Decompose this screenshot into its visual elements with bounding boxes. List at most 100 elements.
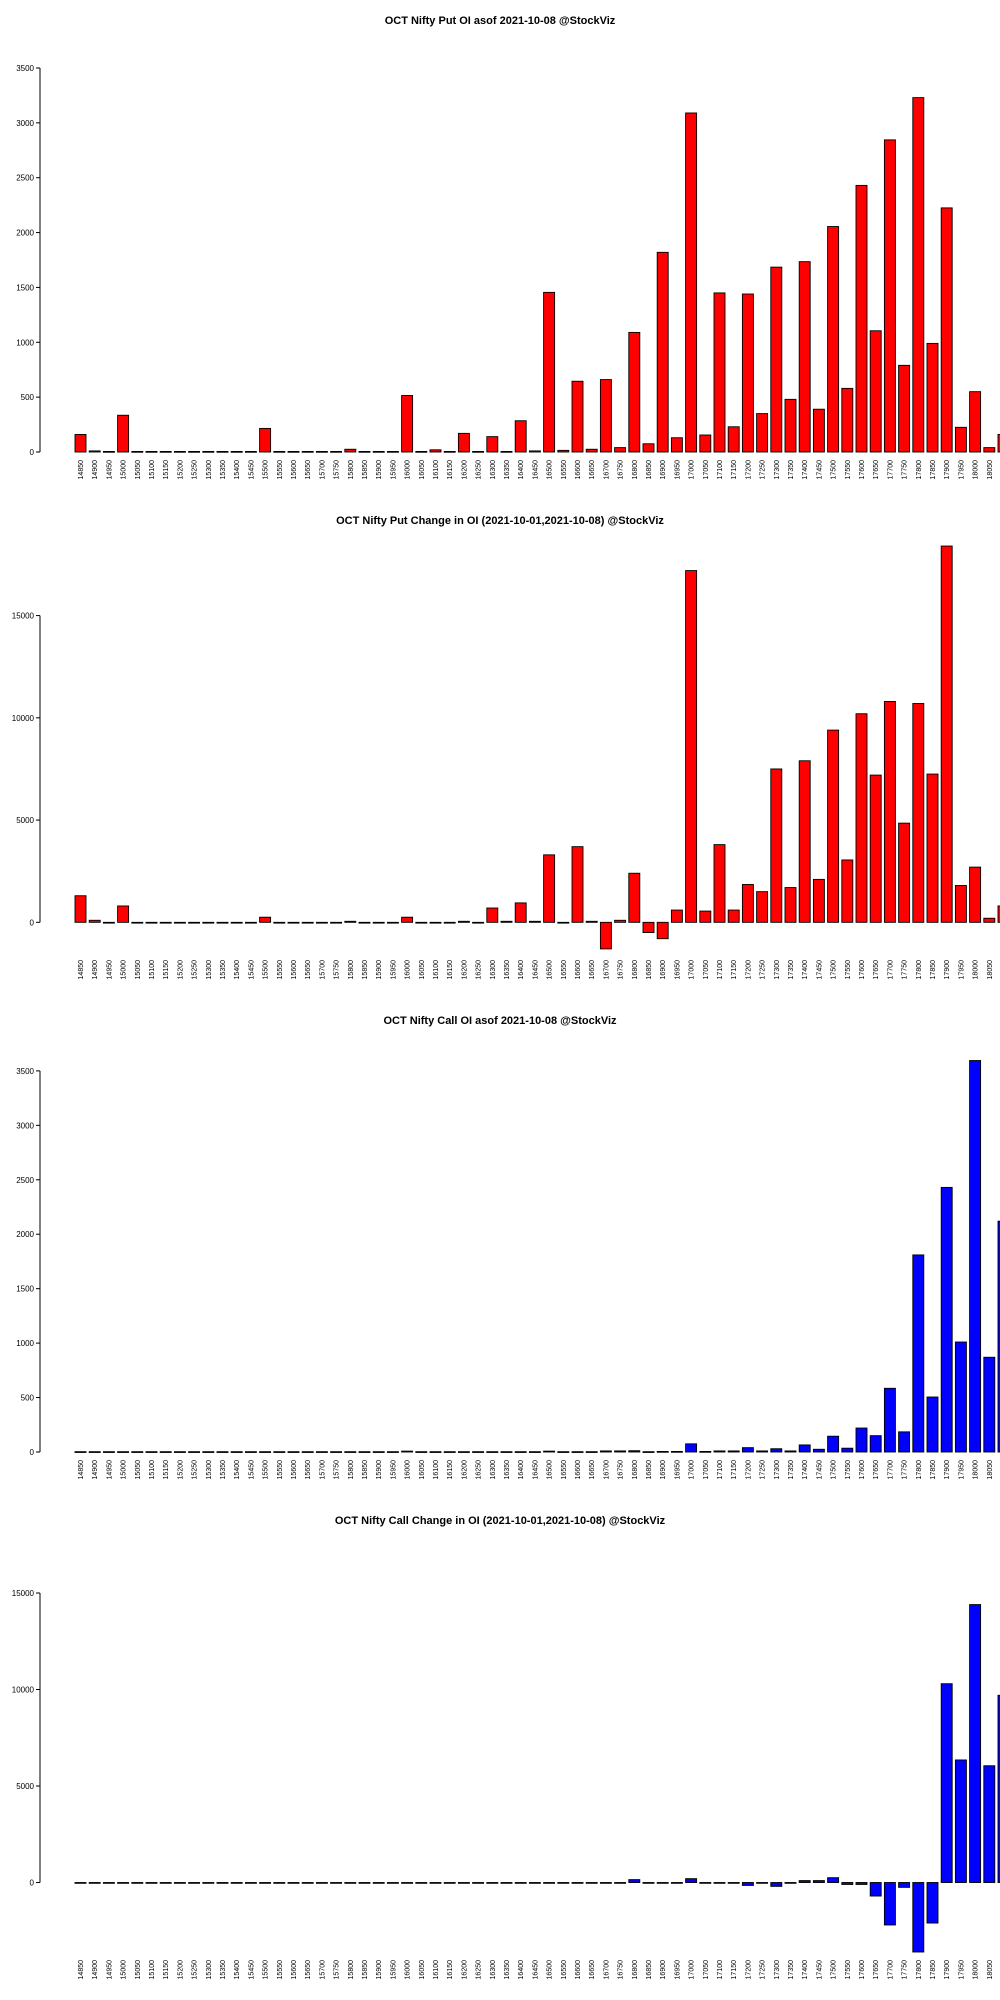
x-tick-label: 15750: [334, 960, 341, 980]
bar-17600: [855, 1882, 868, 1885]
bar-16900: [656, 1451, 669, 1453]
bar-17550: [841, 387, 854, 453]
x-tick-label: 15850: [362, 460, 369, 480]
x-tick-label: 17650: [873, 1460, 880, 1480]
x-tick-label: 15050: [135, 460, 142, 480]
x-tick-label: 15400: [234, 960, 241, 980]
bar-16950: [670, 1451, 683, 1453]
x-tick-label: 15250: [192, 460, 199, 480]
x-tick-label: 15500: [263, 1460, 270, 1480]
x-tick-label: 16400: [518, 460, 525, 480]
bar-17600: [855, 1427, 868, 1453]
chart-put-oi-svg: OCT Nifty Put OI asof 2021-10-08 @StockV…: [16, 15, 1000, 480]
bar-17050: [699, 1451, 712, 1453]
x-tick-label: 14850: [78, 1960, 85, 1980]
bar-14950: [102, 1451, 115, 1453]
bar-16150: [443, 451, 456, 453]
x-tick-label: 15200: [177, 1460, 184, 1480]
x-tick-label: 15650: [305, 1960, 312, 1980]
x-tick-label: 15300: [206, 460, 213, 480]
x-tick-label: 15000: [121, 460, 128, 480]
x-tick-label: 17450: [816, 1960, 823, 1980]
bar-17450: [812, 878, 825, 923]
x-tick-label: 16750: [618, 1960, 625, 1980]
bar-15800: [344, 1451, 357, 1453]
x-tick-label: 17900: [944, 1960, 951, 1980]
x-tick-label: 17500: [831, 1460, 838, 1480]
bar-15050: [131, 1451, 144, 1453]
x-tick-label: 17350: [788, 460, 795, 480]
bar-15700: [315, 1451, 328, 1453]
x-tick-label: 16500: [547, 1460, 554, 1480]
y-tick-label: 5000: [16, 1782, 34, 1791]
x-tick-label: 16700: [603, 460, 610, 480]
x-tick-label: 17950: [958, 960, 965, 980]
bar-15800: [344, 920, 357, 923]
x-tick-label: 16450: [532, 1960, 539, 1980]
bar-15750: [330, 1451, 343, 1453]
x-tick-label: 17000: [689, 960, 696, 980]
bar-17150: [727, 1882, 740, 1884]
chart-title: OCT Nifty Put Change in OI (2021-10-01,2…: [336, 515, 664, 527]
x-tick-label: 17900: [944, 1460, 951, 1480]
x-tick-label: 17750: [902, 960, 909, 980]
x-tick-label: 18050: [987, 1460, 994, 1480]
x-tick-label: 15450: [248, 960, 255, 980]
bar-16850: [642, 1882, 655, 1884]
x-tick-label: 16400: [518, 960, 525, 980]
bar-14900: [88, 450, 101, 453]
x-tick-label: 15000: [121, 1460, 128, 1480]
bar-15950: [386, 1882, 399, 1884]
bar-15600: [287, 451, 300, 453]
bar-16650: [585, 448, 598, 453]
bar-15600: [287, 1451, 300, 1453]
x-tick-label: 17400: [802, 460, 809, 480]
x-tick-label: 16750: [618, 960, 625, 980]
x-tick-label: 17700: [887, 1460, 894, 1480]
x-tick-label: 14850: [78, 460, 85, 480]
x-tick-label: 15900: [376, 1960, 383, 1980]
x-tick-label: 15650: [305, 460, 312, 480]
chart-call-oi: OCT Nifty Call OI asof 2021-10-08 @Stock…: [0, 1000, 1000, 1500]
x-tick-label: 16750: [618, 460, 625, 480]
x-tick-label: 16550: [561, 460, 568, 480]
bar-16700: [599, 379, 612, 453]
bar-16950: [670, 1882, 683, 1884]
x-tick-label: 15850: [362, 960, 369, 980]
x-tick-label: 14850: [78, 1460, 85, 1480]
bar-15100: [145, 1882, 158, 1884]
x-tick-label: 17850: [930, 1960, 937, 1980]
chart-title: OCT Nifty Put OI asof 2021-10-08 @StockV…: [385, 15, 616, 27]
x-tick-label: 14900: [92, 1960, 99, 1980]
bar-17900: [940, 1186, 953, 1453]
bar-16250: [472, 921, 485, 924]
bar-16650: [585, 1451, 598, 1453]
x-tick-label: 16850: [646, 1960, 653, 1980]
bar-16450: [528, 1882, 541, 1884]
bar-17300: [770, 1448, 783, 1453]
y-tick-label: 3500: [16, 1067, 34, 1076]
bar-17450: [812, 408, 825, 453]
y-tick-label: 1000: [16, 338, 34, 347]
x-tick-label: 17350: [788, 1960, 795, 1980]
bar-16000: [401, 1450, 414, 1453]
x-tick-label: 15150: [163, 460, 170, 480]
x-tick-label: 16350: [504, 1960, 511, 1980]
x-tick-label: 17500: [831, 1960, 838, 1980]
bar-17950: [954, 1341, 967, 1453]
y-tick-label: 2000: [16, 1230, 34, 1239]
bar-16600: [571, 846, 584, 923]
bar-15050: [131, 1882, 144, 1884]
bar-15600: [287, 1882, 300, 1884]
x-tick-label: 15300: [206, 960, 213, 980]
x-tick-label: 17100: [717, 460, 724, 480]
x-tick-label: 17350: [788, 1460, 795, 1480]
x-tick-label: 15350: [220, 1460, 227, 1480]
bar-16250: [472, 451, 485, 453]
x-tick-label: 17100: [717, 960, 724, 980]
x-tick-label: 17850: [930, 960, 937, 980]
x-tick-label: 17500: [831, 960, 838, 980]
x-tick-label: 16900: [660, 1960, 667, 1980]
bar-17950: [954, 885, 967, 923]
x-tick-label: 15000: [121, 1960, 128, 1980]
